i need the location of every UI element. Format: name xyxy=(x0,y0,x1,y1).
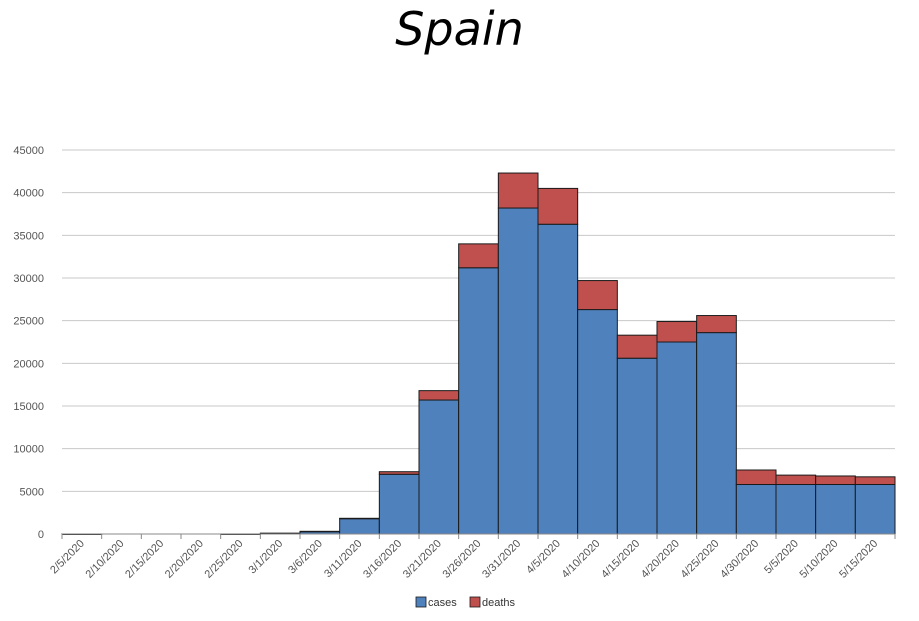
x-tick-label: 5/10/2020 xyxy=(798,538,841,581)
y-tick-label: 10000 xyxy=(13,444,44,456)
bar-deaths xyxy=(696,315,737,334)
x-tick-label: 4/30/2020 xyxy=(718,538,761,581)
bar-deaths xyxy=(656,321,698,343)
x-tick-label: 5/15/2020 xyxy=(837,538,880,581)
bar-cases xyxy=(815,484,856,535)
bar-deaths xyxy=(299,530,341,533)
x-tick-label: 4/10/2020 xyxy=(560,538,603,581)
legend-swatch-cases xyxy=(415,596,427,608)
x-tick-label: 3/6/2020 xyxy=(286,538,325,577)
bar-cases xyxy=(339,518,380,535)
bar-cases xyxy=(418,399,460,535)
x-tick-label: 2/15/2020 xyxy=(123,538,166,581)
x-tick-label: 2/5/2020 xyxy=(48,538,87,577)
bar-deaths xyxy=(497,172,539,209)
chart-title: Spain xyxy=(395,2,524,56)
legend-swatch-deaths xyxy=(469,596,481,608)
y-tick-label: 0 xyxy=(38,529,44,541)
bar-deaths xyxy=(458,243,499,269)
y-tick-label: 15000 xyxy=(13,401,44,413)
x-tick-label: 4/15/2020 xyxy=(599,538,642,581)
y-tick-label: 5000 xyxy=(20,486,44,498)
y-tick-label: 35000 xyxy=(13,230,44,242)
x-tick-label: 3/1/2020 xyxy=(247,538,286,577)
bar-cases xyxy=(537,223,579,535)
x-tick-label: 4/5/2020 xyxy=(524,538,563,577)
x-tick-label: 2/20/2020 xyxy=(163,538,206,581)
bar-cases xyxy=(775,484,817,535)
bar-cases xyxy=(458,267,499,535)
x-tick-label: 3/31/2020 xyxy=(480,538,523,581)
x-tick-label: 3/21/2020 xyxy=(401,538,444,581)
bar-cases xyxy=(616,357,658,535)
y-tick-label: 40000 xyxy=(13,188,44,200)
bar-deaths xyxy=(775,474,817,486)
x-tick-label: 4/25/2020 xyxy=(679,538,722,581)
x-tick-label: 4/20/2020 xyxy=(639,538,682,581)
bar-cases xyxy=(696,332,737,535)
bar-cases xyxy=(656,341,698,535)
y-tick-label: 30000 xyxy=(13,273,44,285)
bar-cases xyxy=(577,309,618,535)
bar-deaths xyxy=(735,469,777,486)
x-tick-label: 2/10/2020 xyxy=(84,538,127,581)
x-tick-label: 3/11/2020 xyxy=(322,538,365,581)
legend: cases deaths xyxy=(415,596,516,609)
bar-deaths xyxy=(418,390,460,401)
legend-label-cases: cases xyxy=(428,597,457,609)
bars xyxy=(61,172,896,535)
y-tick-label: 20000 xyxy=(13,358,44,370)
bar-deaths xyxy=(339,517,380,520)
bar-deaths xyxy=(378,471,420,475)
x-tick-label: 3/16/2020 xyxy=(361,538,404,581)
bar-deaths xyxy=(577,280,618,311)
bar-cases xyxy=(735,484,777,535)
x-tick-label: 5/5/2020 xyxy=(762,538,801,577)
y-tick-label: 25000 xyxy=(13,316,44,328)
x-tick-label: 3/26/2020 xyxy=(441,538,484,581)
legend-label-deaths: deaths xyxy=(482,597,516,609)
bar-deaths xyxy=(616,334,658,359)
bar-deaths xyxy=(815,475,856,486)
y-tick-label: 45000 xyxy=(13,145,44,157)
bar-cases xyxy=(497,207,539,535)
x-tick-label: 2/25/2020 xyxy=(203,538,246,581)
bar-deaths xyxy=(854,476,896,486)
bar-cases xyxy=(378,473,420,535)
bar-cases xyxy=(854,484,896,535)
bar-deaths xyxy=(537,187,579,225)
